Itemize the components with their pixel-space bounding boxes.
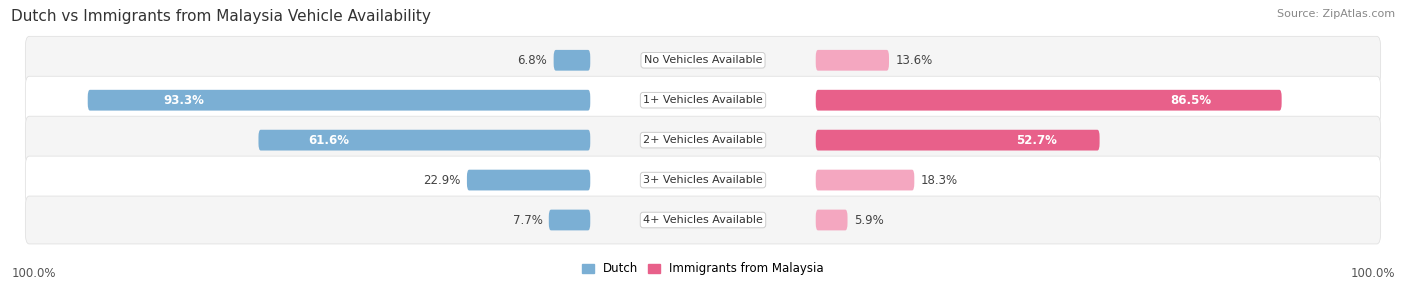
- Text: No Vehicles Available: No Vehicles Available: [644, 55, 762, 65]
- Text: 2+ Vehicles Available: 2+ Vehicles Available: [643, 135, 763, 145]
- Text: 3+ Vehicles Available: 3+ Vehicles Available: [643, 175, 763, 185]
- FancyBboxPatch shape: [25, 76, 1381, 124]
- FancyBboxPatch shape: [554, 50, 591, 71]
- FancyBboxPatch shape: [25, 196, 1381, 244]
- FancyBboxPatch shape: [467, 170, 591, 190]
- FancyBboxPatch shape: [259, 130, 591, 150]
- Text: 13.6%: 13.6%: [896, 54, 932, 67]
- Text: Source: ZipAtlas.com: Source: ZipAtlas.com: [1277, 9, 1395, 19]
- FancyBboxPatch shape: [815, 90, 1282, 111]
- Text: 5.9%: 5.9%: [853, 214, 883, 227]
- Text: 22.9%: 22.9%: [423, 174, 461, 186]
- Legend: Dutch, Immigrants from Malaysia: Dutch, Immigrants from Malaysia: [578, 258, 828, 280]
- FancyBboxPatch shape: [25, 156, 1381, 204]
- FancyBboxPatch shape: [548, 210, 591, 231]
- Text: 100.0%: 100.0%: [1350, 267, 1395, 280]
- Text: 93.3%: 93.3%: [163, 94, 204, 107]
- FancyBboxPatch shape: [87, 90, 591, 111]
- FancyBboxPatch shape: [815, 170, 914, 190]
- FancyBboxPatch shape: [815, 210, 848, 231]
- Text: 1+ Vehicles Available: 1+ Vehicles Available: [643, 95, 763, 105]
- Text: 4+ Vehicles Available: 4+ Vehicles Available: [643, 215, 763, 225]
- Text: 61.6%: 61.6%: [308, 134, 349, 147]
- Text: 6.8%: 6.8%: [517, 54, 547, 67]
- Text: Dutch vs Immigrants from Malaysia Vehicle Availability: Dutch vs Immigrants from Malaysia Vehicl…: [11, 9, 432, 23]
- FancyBboxPatch shape: [815, 130, 1099, 150]
- Text: 86.5%: 86.5%: [1171, 94, 1212, 107]
- Text: 18.3%: 18.3%: [921, 174, 957, 186]
- Text: 52.7%: 52.7%: [1017, 134, 1057, 147]
- FancyBboxPatch shape: [25, 116, 1381, 164]
- FancyBboxPatch shape: [25, 36, 1381, 84]
- Text: 100.0%: 100.0%: [11, 267, 56, 280]
- Text: 7.7%: 7.7%: [513, 214, 543, 227]
- FancyBboxPatch shape: [815, 50, 889, 71]
